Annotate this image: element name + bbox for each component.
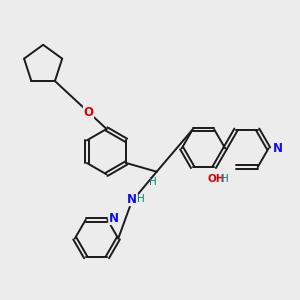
Text: O: O (83, 106, 94, 119)
Text: H: H (221, 175, 229, 184)
Text: OH: OH (207, 175, 225, 184)
Text: N: N (127, 193, 137, 206)
Text: N: N (109, 212, 119, 224)
Text: H: H (137, 194, 145, 204)
Text: N: N (273, 142, 283, 155)
Text: H: H (149, 177, 157, 187)
